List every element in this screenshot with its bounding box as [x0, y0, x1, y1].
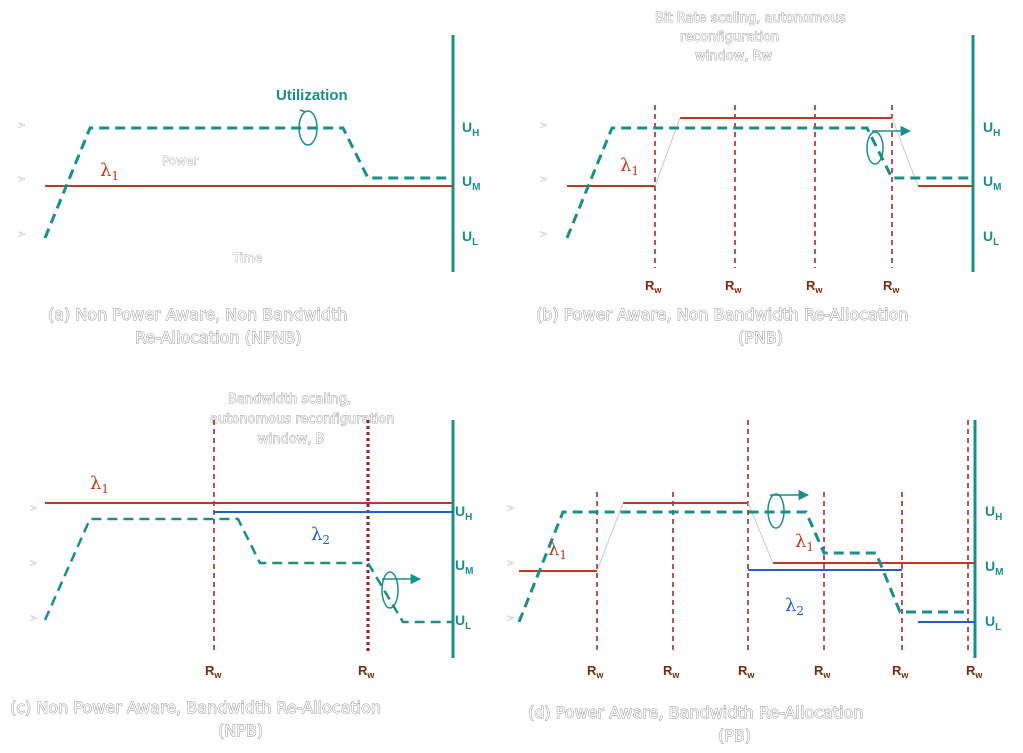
panel-b-caption-line1: (b) Power Aware, Non Bandwidth Re-Alloca… [536, 305, 908, 324]
ellipse-loop-arrow-icon [866, 131, 884, 165]
utilization-label: Utilization [276, 87, 348, 104]
rw-label: Rw [358, 663, 375, 680]
uh-label: UH [455, 503, 472, 523]
panel-a: > > > Utilization Power Time λ1 UH UM UL… [18, 35, 480, 347]
panel-a-caption-line2: Re-Allocation (NPNB) [135, 328, 302, 347]
ul-label: UL [985, 613, 1001, 633]
tick-mark: > [507, 504, 515, 514]
power-label: Power [162, 154, 198, 168]
rw-label: Rw [814, 663, 831, 680]
lambda1-label: λ1 [548, 539, 567, 562]
panel-a-caption-line1: (a) Non Power Aware, Non Bandwidth [48, 305, 347, 324]
ellipse-loop-arrow-icon [381, 571, 399, 609]
panel-c-caption-line2: (NPB) [218, 721, 263, 740]
um-label: UM [455, 557, 473, 577]
lambda1-label: λ1 [620, 155, 639, 178]
panel-c-note-line2: autonomous reconfiguration [210, 412, 395, 427]
panel-b: Bit Rate scaling, autonomous reconfigura… [536, 11, 1002, 348]
utilization-curve [43, 517, 453, 624]
tick-mark: > [18, 121, 26, 131]
lambda1-label: λ1 [100, 160, 119, 183]
utilization-curve [517, 510, 968, 623]
tick-mark: > [540, 175, 548, 185]
panel-b-note-line1: Bit Rate scaling, autonomous [655, 11, 846, 26]
rw-label: Rw [725, 278, 742, 295]
tick-mark: > [540, 230, 548, 240]
rw-label: Rw [883, 278, 900, 295]
lambda1-label: λ1 [795, 531, 814, 554]
um-label: UM [985, 558, 1003, 578]
time-label: Time [232, 251, 262, 265]
tick-mark: > [18, 230, 26, 240]
panel-b-note-line3: window, Rw [695, 49, 773, 64]
transition-line [891, 117, 919, 187]
lambda2-label: λ2 [785, 595, 804, 618]
panel-d-caption-line1: (d) Power Aware, Bandwidth Re-Allocation [528, 703, 863, 722]
tick-mark: > [540, 121, 548, 131]
panel-d-caption-line2: (PB) [718, 726, 751, 745]
um-label: UM [983, 173, 1001, 193]
panel-c-note-line1: Bandwidth scaling, [228, 392, 351, 407]
utilization-curve [43, 126, 453, 239]
ul-label: UL [455, 612, 471, 632]
uh-label: UH [983, 119, 1000, 139]
tick-mark: > [30, 504, 38, 514]
rw-label: Rw [892, 663, 909, 680]
uh-label: UH [985, 503, 1002, 523]
rw-label: Rw [645, 278, 662, 295]
ellipse-loop-arrow-icon [767, 493, 785, 529]
rw-label: Rw [205, 663, 222, 680]
rw-label: Rw [587, 663, 604, 680]
lambda1-label: λ1 [90, 473, 109, 496]
tick-mark: > [507, 559, 515, 569]
panel-d: > > > λ1 λ1 λ2 Rw Rw Rw Rw Rw Rw UH UM U… [507, 420, 1003, 745]
um-label: UM [462, 173, 480, 193]
transition-line [596, 502, 624, 572]
tick-mark: > [507, 614, 515, 624]
rw-label: Rw [738, 663, 755, 680]
rw-label: Rw [966, 663, 983, 680]
panel-c-caption-line1: (c) Non Power Aware, Bandwidth Re-Alloca… [10, 698, 381, 717]
rw-label: Rw [663, 663, 680, 680]
tick-mark: > [30, 614, 38, 624]
lambda2-label: λ2 [311, 524, 330, 547]
uh-label: UH [462, 119, 479, 139]
panel-b-note-line2: reconfiguration [680, 30, 779, 45]
ellipse-loop-arrow-icon [298, 110, 318, 146]
tick-mark: > [18, 175, 26, 185]
utilization-curve [565, 126, 973, 239]
rw-label: Rw [806, 278, 823, 295]
panel-c-note-line3: window, B [258, 432, 325, 447]
ul-label: UL [983, 228, 999, 248]
tick-mark: > [30, 559, 38, 569]
panel-c: Bandwidth scaling, autonomous reconfigur… [10, 392, 474, 741]
panel-b-caption-line2: (PNB) [738, 328, 783, 347]
ul-label: UL [462, 228, 478, 248]
